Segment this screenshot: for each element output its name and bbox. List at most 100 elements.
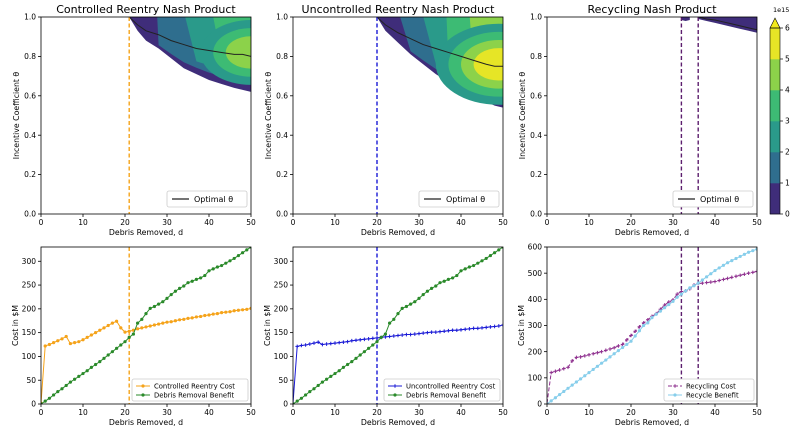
data-point bbox=[383, 332, 387, 336]
x-tick-label: 10 bbox=[330, 408, 340, 417]
data-point bbox=[85, 369, 89, 373]
data-point bbox=[148, 324, 152, 328]
x-axis-label: Debris Removed, d bbox=[361, 228, 435, 237]
data-point bbox=[178, 286, 182, 290]
legend-marker bbox=[673, 384, 677, 388]
x-axis-label: Debris Removed, d bbox=[361, 418, 435, 427]
data-point bbox=[60, 387, 64, 391]
x-axis-label: Debris Removed, d bbox=[615, 228, 689, 237]
legend-box bbox=[418, 190, 500, 208]
y-tick-label: 250 bbox=[22, 281, 37, 290]
x-tick-label: 0 bbox=[545, 218, 550, 227]
data-point bbox=[157, 322, 161, 326]
data-point bbox=[746, 271, 751, 275]
data-point bbox=[459, 269, 463, 273]
data-point bbox=[459, 327, 463, 332]
data-point bbox=[425, 289, 429, 293]
data-point bbox=[295, 399, 299, 403]
data-point bbox=[553, 369, 558, 374]
y-tick-label: 300 bbox=[274, 257, 289, 266]
data-point bbox=[346, 362, 350, 367]
y-tick-label: 100 bbox=[22, 352, 37, 361]
data-point bbox=[56, 390, 60, 394]
axes-frame-rc bbox=[546, 16, 758, 215]
data-point bbox=[165, 320, 169, 324]
data-point bbox=[684, 289, 688, 293]
data-point bbox=[679, 292, 684, 296]
legend-label: Optimal θ bbox=[700, 195, 739, 204]
data-point bbox=[488, 253, 492, 258]
x-tick-label: 10 bbox=[584, 408, 594, 417]
data-point bbox=[625, 338, 629, 342]
colorbar-segment bbox=[770, 183, 780, 215]
series-markers-crc-0 bbox=[41, 306, 251, 404]
data-point bbox=[337, 369, 341, 373]
legend-label: Uncontrolled Reentry Cost bbox=[406, 383, 496, 391]
x-tick-label: 40 bbox=[204, 408, 214, 417]
data-point bbox=[144, 312, 148, 316]
data-point bbox=[89, 365, 93, 369]
data-point bbox=[304, 393, 308, 397]
y-tick-label: 300 bbox=[22, 257, 37, 266]
data-point bbox=[709, 272, 713, 276]
data-point bbox=[583, 374, 587, 378]
data-point bbox=[329, 374, 333, 379]
data-point bbox=[186, 281, 190, 285]
data-point bbox=[604, 348, 608, 353]
data-point bbox=[52, 393, 56, 397]
data-point bbox=[140, 326, 144, 330]
data-point bbox=[308, 390, 312, 394]
data-point bbox=[241, 251, 245, 255]
data-point bbox=[425, 330, 430, 335]
y-tick-label: 0.6 bbox=[530, 91, 542, 100]
data-point bbox=[658, 309, 663, 313]
data-point bbox=[43, 399, 47, 403]
plot-area-rc bbox=[680, 17, 757, 214]
y-tick-label: 100 bbox=[528, 373, 543, 382]
data-point bbox=[595, 364, 600, 368]
data-point bbox=[404, 332, 409, 337]
data-point bbox=[194, 315, 198, 319]
data-point bbox=[455, 328, 459, 333]
data-point bbox=[671, 299, 675, 304]
data-point bbox=[77, 374, 81, 379]
data-point bbox=[696, 281, 700, 285]
data-point bbox=[333, 341, 337, 345]
data-point bbox=[738, 254, 742, 259]
data-point bbox=[434, 284, 438, 288]
data-point bbox=[123, 330, 127, 334]
x-axis-label: Debris Removed, d bbox=[109, 418, 183, 427]
colorbar-segment bbox=[770, 121, 780, 153]
data-point bbox=[367, 346, 371, 350]
data-point bbox=[434, 330, 438, 334]
data-point bbox=[625, 342, 629, 346]
data-point bbox=[488, 325, 493, 329]
data-point bbox=[236, 253, 240, 258]
data-point bbox=[442, 279, 446, 283]
data-point bbox=[595, 350, 600, 355]
colorbar-segment bbox=[770, 28, 780, 60]
data-point bbox=[633, 334, 637, 338]
data-point bbox=[337, 340, 341, 345]
colorbar-tick-label: 4 bbox=[785, 86, 790, 95]
data-point bbox=[341, 365, 345, 369]
data-point bbox=[73, 377, 77, 381]
data-point bbox=[734, 256, 738, 261]
data-point bbox=[173, 319, 177, 323]
data-point bbox=[169, 320, 173, 324]
plot-area-crc bbox=[41, 247, 251, 404]
y-tick-label: 0.8 bbox=[530, 52, 542, 61]
data-point bbox=[224, 261, 228, 265]
data-point bbox=[591, 351, 595, 356]
legend-box bbox=[166, 190, 248, 208]
data-point bbox=[47, 342, 52, 347]
data-point bbox=[616, 344, 621, 348]
data-point bbox=[747, 250, 751, 254]
panel-urc: 0 10 20 30 40 50 0 50 100 150 200 250 300 Debris Remo… bbox=[263, 246, 508, 427]
data-point bbox=[717, 278, 721, 283]
y-tick-label: 50 bbox=[278, 376, 288, 385]
data-point bbox=[446, 328, 451, 333]
